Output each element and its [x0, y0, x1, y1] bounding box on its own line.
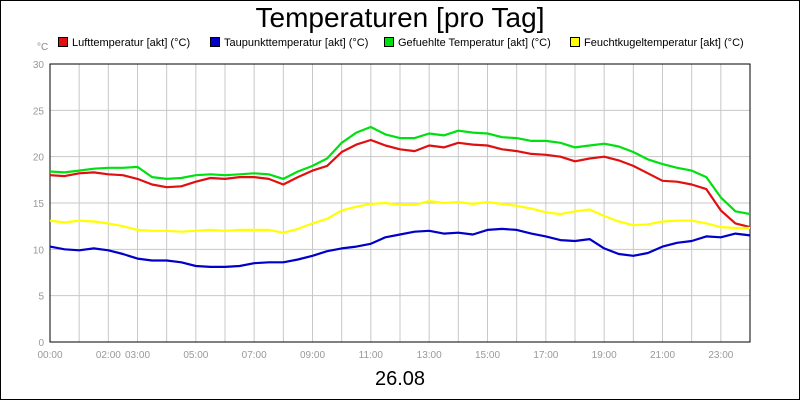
chart-title: Temperaturen [pro Tag] — [255, 2, 545, 33]
x-tick-label: 11:00 — [359, 350, 384, 361]
y-tick-label: 25 — [33, 106, 45, 117]
x-tick-label: 09:00 — [300, 350, 325, 361]
x-tick-label: 15:00 — [475, 350, 500, 361]
series-line-feuchtkugeltemperatur — [49, 200, 750, 234]
legend-swatch-gefuehlte-temperatur — [384, 37, 394, 47]
legend-label-lufttemperatur: Lufttemperatur [akt] (°C) — [72, 37, 191, 49]
series-line-lufttemperatur — [49, 138, 751, 229]
x-tick-label: 05:00 — [183, 350, 208, 361]
x-tick-label: 02:00 — [96, 350, 121, 361]
y-tick-label: 10 — [33, 245, 45, 256]
legend-swatch-lufttemperatur — [58, 37, 68, 47]
legend-item-gefuehlte-temperatur: Gefuehlte Temperatur [akt] (°C) — [384, 37, 551, 49]
legend-label-feuchtkugeltemperatur: Feuchtkugeltemperatur [akt] (°C) — [584, 37, 744, 49]
legend-swatch-taupunkttemperatur — [210, 37, 220, 47]
y-tick-label: 5 — [38, 292, 44, 303]
series-line-taupunkttemperatur — [49, 227, 751, 268]
legend-item-feuchtkugeltemperatur: Feuchtkugeltemperatur [akt] (°C) — [570, 37, 744, 49]
legend-label-taupunkttemperatur: Taupunkttemperatur [akt] (°C) — [224, 37, 369, 49]
x-tick-label: 23:00 — [708, 350, 733, 361]
legend-swatch-feuchtkugeltemperatur — [570, 37, 580, 47]
plot-border — [49, 63, 751, 343]
x-tick-label: 07:00 — [242, 350, 267, 361]
x-tick-label: 13:00 — [417, 350, 442, 361]
x-tick-label: 19:00 — [592, 350, 617, 361]
date-label: 26.08 — [374, 368, 426, 390]
series-line-gefuehlte — [49, 125, 751, 216]
legend-item-taupunkttemperatur: Taupunkttemperatur [akt] (°C) — [210, 37, 368, 49]
legend-label-gefuehlte-temperatur: Gefuehlte Temperatur [akt] (°C) — [398, 37, 551, 49]
y-tick-label: 30 — [33, 60, 45, 71]
x-tick-label: 21:00 — [650, 350, 675, 361]
x-tick-label: 03:00 — [125, 350, 150, 361]
y-tick-label: 0 — [38, 338, 44, 349]
x-tick-label: 17:00 — [533, 350, 558, 361]
legend-item-lufttemperatur: Lufttemperatur [akt] (°C) — [58, 37, 190, 49]
y-tick-label: 15 — [33, 199, 45, 210]
y-tick-label: 20 — [33, 153, 45, 164]
x-tick-label: 00:00 — [37, 350, 62, 361]
y-axis-unit-label: °C — [37, 42, 49, 53]
